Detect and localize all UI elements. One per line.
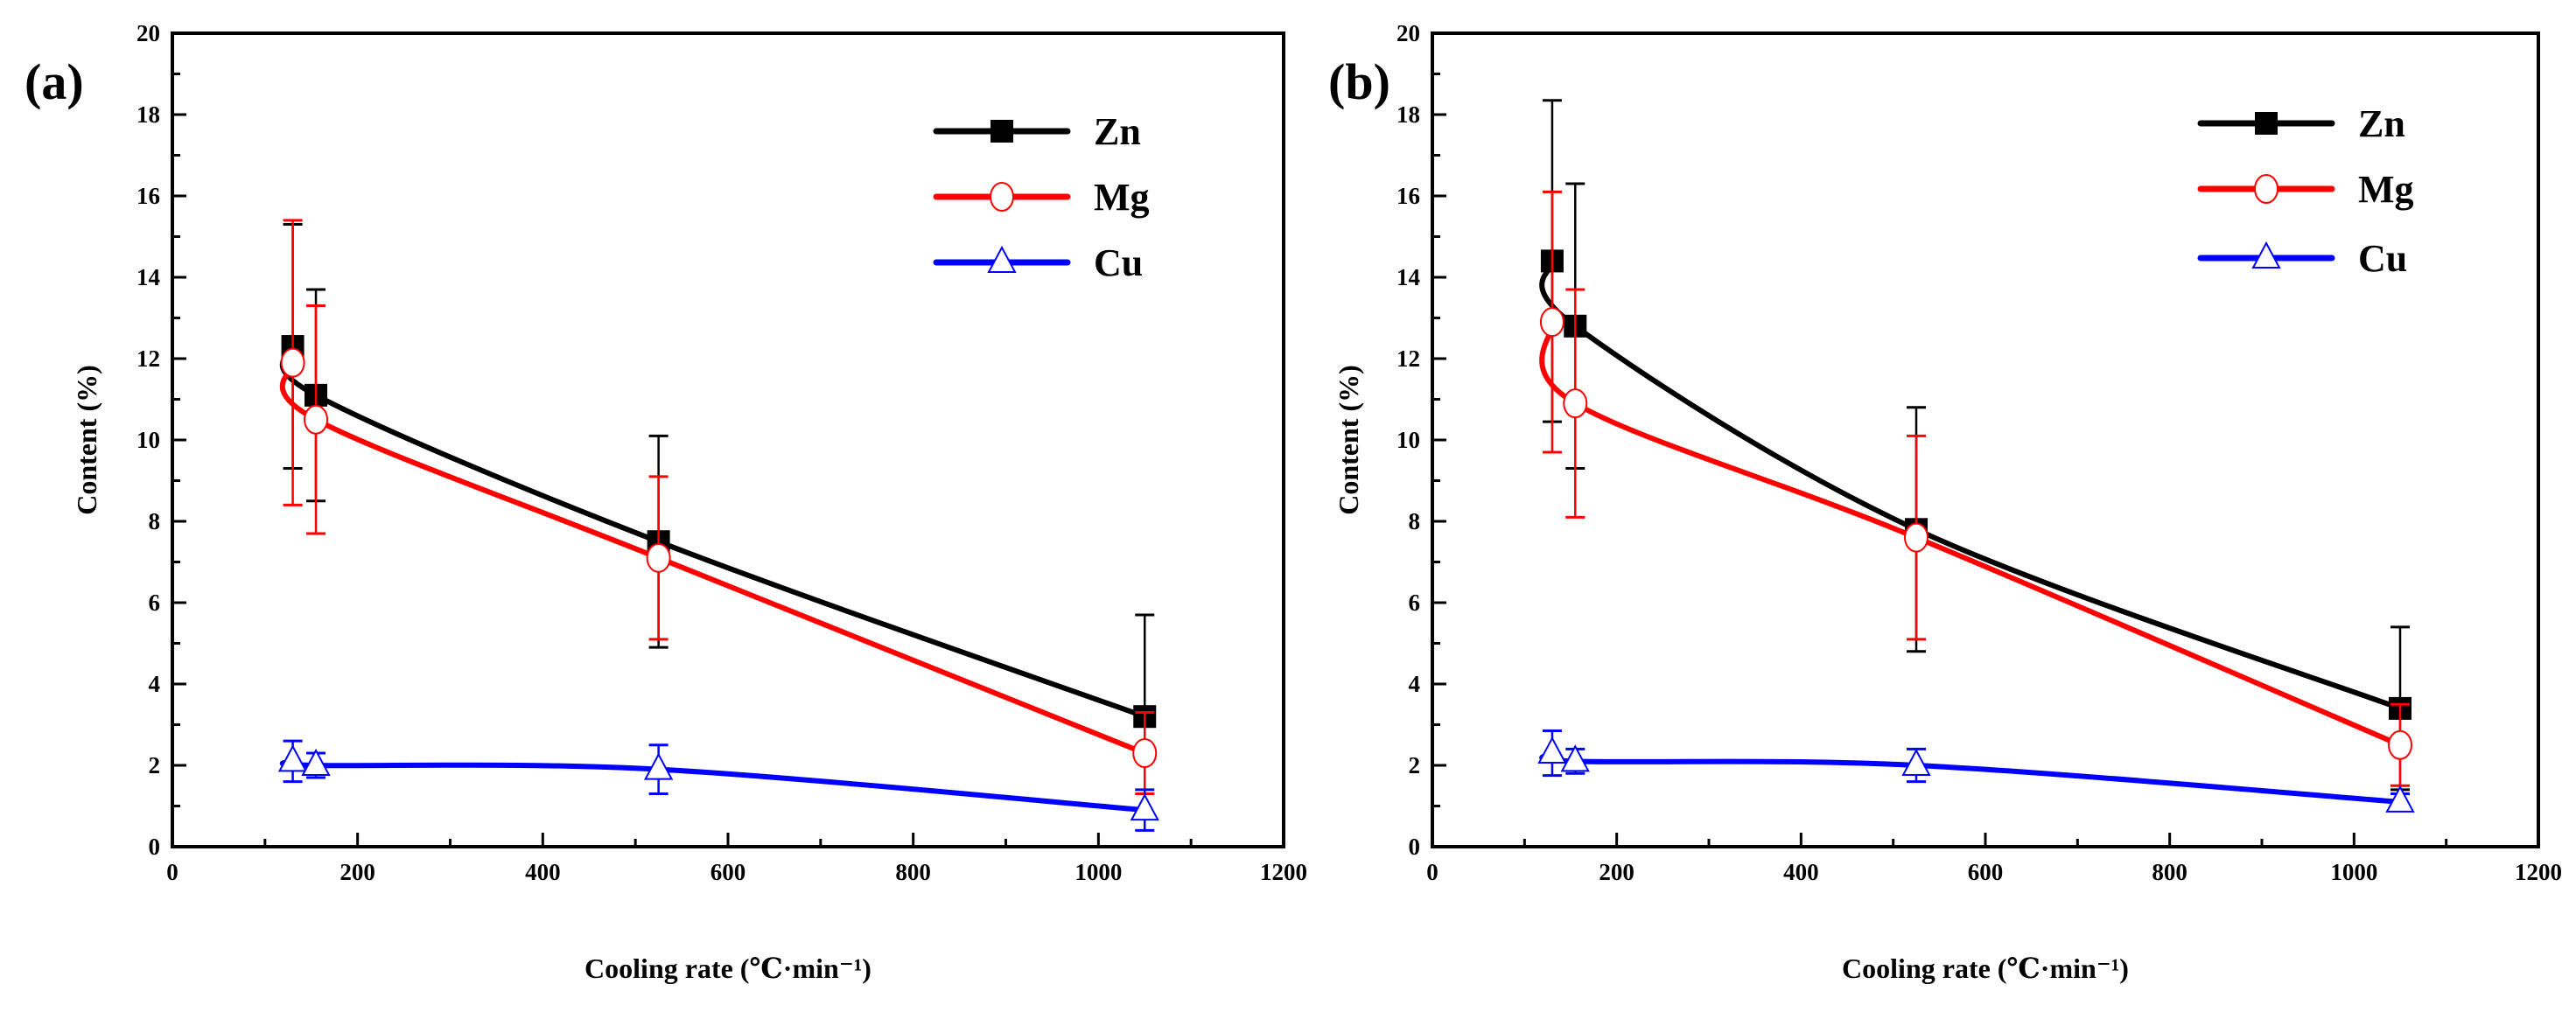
plot-frame (1431, 31, 2540, 848)
y-tick-label: 14 (1396, 264, 1420, 290)
data-point-triangle (1537, 736, 1567, 764)
data-point-circle (304, 404, 329, 435)
series-mg (1539, 190, 2412, 787)
y-tick-label: 20 (1396, 20, 1420, 46)
data-point-circle (1904, 522, 1928, 553)
y-tick-label: 18 (136, 101, 160, 128)
x-tick-label: 0 (166, 859, 178, 885)
y-tick-label: 10 (136, 427, 160, 453)
data-point-triangle (1130, 793, 1159, 821)
data-point-circle (280, 347, 305, 378)
series-cu (277, 739, 1159, 832)
series-cu (1537, 729, 2415, 813)
y-tick-label: 10 (1396, 427, 1420, 453)
y-axis-label: Content (%) (1333, 365, 1364, 515)
data-point-circle (1132, 738, 1158, 769)
legend-item-mg: Mg (933, 176, 1150, 219)
data-point-circle (646, 542, 671, 573)
data-point-triangle (301, 748, 331, 776)
legend-label: Mg (2358, 168, 2414, 211)
y-tick-label: 16 (1396, 183, 1420, 209)
y-tick-label: 6 (149, 590, 161, 616)
data-point-triangle (643, 752, 674, 780)
data-point-triangle (1560, 744, 1590, 772)
chart-panel-a: 0 200 400 600 800 1000 1200 0 2 4 6 8 10 12 14 16 18 20 (a… (24, 20, 1307, 984)
y-tick-label: 2 (149, 752, 161, 778)
x-axis-label: Cooling rate (℃·min⁻¹) (584, 953, 872, 984)
data-point-triangle (277, 744, 308, 772)
series-line-mg (279, 361, 1146, 756)
series-mg (279, 219, 1158, 796)
legend-item-zn: Zn (2197, 102, 2405, 145)
legend-label: Cu (2358, 237, 2407, 280)
data-point-triangle (987, 245, 1017, 273)
y-tick-label: 12 (136, 345, 160, 372)
y-tick-label: 4 (149, 671, 161, 697)
panel-label: (b) (1328, 53, 1390, 110)
y-tick-label: 20 (136, 20, 160, 46)
x-tick-label: 1200 (2515, 859, 2562, 885)
chart-panel-b: 0 200 400 600 800 1000 1200 0 2 4 6 8 10 12 14 16 18 20(b… (1328, 20, 2562, 984)
x-tick-label: 1000 (1074, 859, 1122, 885)
legend-item-cu: Cu (933, 241, 1143, 284)
y-tick-label: 18 (1396, 101, 1420, 128)
series-line-cu (279, 758, 1145, 813)
data-point-circle (2388, 729, 2412, 760)
legend-label: Zn (2358, 102, 2405, 145)
x-tick-label: 800 (2152, 859, 2188, 885)
x-tick-label: 0 (1426, 859, 1438, 885)
series-line-cu (1539, 750, 2401, 805)
y-tick-label: 4 (1409, 671, 1421, 697)
series-line-zn (1539, 260, 2402, 711)
series-zn (279, 223, 1157, 820)
legend-label: Zn (1094, 110, 1141, 153)
panel-label: (a) (24, 53, 84, 110)
y-tick-label: 6 (1409, 590, 1421, 616)
y-tick-label: 0 (1409, 834, 1421, 860)
y-tick-label: 12 (1396, 345, 1420, 372)
y-tick-label: 8 (149, 508, 161, 534)
legend-item-cu: Cu (2197, 237, 2407, 280)
legend-item-zn: Zn (933, 110, 1141, 153)
data-point-circle (1563, 388, 1588, 419)
data-point-triangle (2385, 785, 2415, 813)
plot-frame (171, 31, 1285, 848)
x-tick-label: 200 (340, 859, 375, 885)
x-axis-label: Cooling rate (℃·min⁻¹) (1842, 953, 2129, 984)
y-tick-label: 0 (149, 834, 161, 860)
series-line-zn (279, 345, 1146, 720)
x-tick-label: 600 (1968, 859, 2004, 885)
x-tick-label: 1200 (1260, 859, 1307, 885)
data-point-circle (1539, 307, 1564, 338)
y-tick-label: 14 (136, 264, 160, 290)
x-tick-label: 400 (1783, 859, 1819, 885)
x-tick-label: 400 (525, 859, 561, 885)
data-point-triangle (1901, 748, 1931, 776)
legend-item-mg: Mg (2197, 168, 2414, 211)
series-line-mg (1539, 321, 2402, 748)
x-tick-label: 800 (895, 859, 931, 885)
data-point-circle (990, 182, 1014, 212)
x-tick-label: 200 (1599, 859, 1634, 885)
legend-label: Cu (1094, 241, 1143, 284)
y-tick-label: 16 (136, 183, 160, 209)
y-tick-label: 8 (1409, 508, 1421, 534)
data-point-triangle (2251, 241, 2281, 269)
data-point-square (2255, 112, 2278, 135)
data-point-circle (2254, 174, 2278, 204)
x-tick-label: 600 (710, 859, 746, 885)
x-tick-label: 1000 (2330, 859, 2377, 885)
y-tick-label: 2 (1409, 752, 1421, 778)
legend-label: Mg (1094, 176, 1150, 219)
y-axis-label: Content (%) (71, 365, 102, 515)
data-point-square (990, 120, 1013, 143)
